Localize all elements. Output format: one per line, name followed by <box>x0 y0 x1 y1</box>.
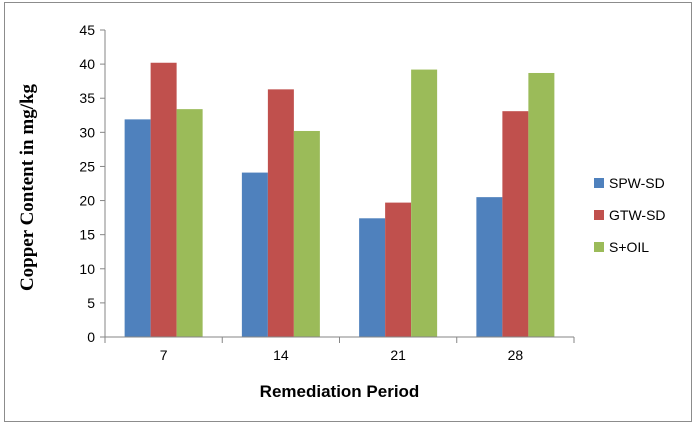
bar-s-oil-14 <box>293 130 320 337</box>
bar-gtw-sd-14 <box>267 89 294 337</box>
y-tick-label: 15 <box>79 227 95 243</box>
bar-spw-sd-7 <box>124 119 151 337</box>
bar-gtw-sd-21 <box>385 202 412 337</box>
legend-label: GTW-SD <box>609 207 666 223</box>
legend-swatch <box>594 210 604 220</box>
legend-label: S+OIL <box>609 239 649 255</box>
legend-swatch <box>594 242 604 252</box>
y-tick-label: 10 <box>79 261 95 277</box>
x-tick-label: 21 <box>390 347 406 363</box>
x-axis-ticks: 7 14 21 28 <box>104 337 575 363</box>
bar-spw-sd-14 <box>241 172 268 337</box>
y-tick-label: 30 <box>79 124 95 140</box>
bar-s-oil-21 <box>411 69 438 338</box>
bars <box>124 62 555 338</box>
chart-frame <box>4 2 692 422</box>
x-tick-label: 14 <box>273 347 289 363</box>
y-tick-label: 35 <box>79 90 95 106</box>
y-axis-ticks: 0 5 10 15 20 25 30 35 40 45 <box>79 22 105 345</box>
bar-s-oil-28 <box>528 72 555 337</box>
y-tick-label: 0 <box>87 329 95 345</box>
y-tick-label: 5 <box>87 295 95 311</box>
legend: SPW-SD GTW-SD S+OIL <box>594 175 666 255</box>
bar-spw-sd-21 <box>359 218 386 337</box>
y-tick-label: 45 <box>79 22 95 38</box>
x-tick-label: 7 <box>160 347 168 363</box>
y-tick-label: 25 <box>79 158 95 174</box>
legend-label: SPW-SD <box>609 175 665 191</box>
y-tick-label: 40 <box>79 56 95 72</box>
y-tick-label: 20 <box>79 193 95 209</box>
x-tick-label: 28 <box>508 347 524 363</box>
legend-swatch <box>594 178 604 188</box>
bar-gtw-sd-28 <box>502 111 529 337</box>
x-axis-title: Remediation Period <box>260 382 420 401</box>
y-axis-title: Copper Content in mg/kg <box>17 83 38 291</box>
bar-s-oil-7 <box>176 109 203 337</box>
bar-spw-sd-28 <box>476 197 503 337</box>
bar-gtw-sd-7 <box>150 62 177 337</box>
